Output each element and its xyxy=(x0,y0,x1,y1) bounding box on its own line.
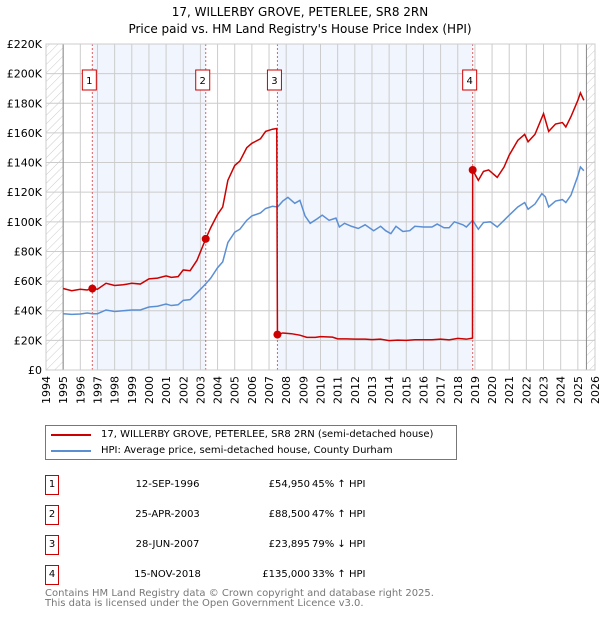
chart-title: 17, WILLERBY GROVE, PETERLEE, SR8 2RN xyxy=(172,5,429,19)
sale-number-label: 3 xyxy=(271,76,277,87)
sale-row: 4 15-NOV-2018 £135,000 33% ↑ HPI xyxy=(45,565,465,585)
legend: 17, WILLERBY GROVE, PETERLEE, SR8 2RN (s… xyxy=(45,425,457,460)
sale-number-label: 1 xyxy=(86,76,92,87)
footer: Contains HM Land Registry data © Crown c… xyxy=(45,589,434,609)
sale-row: 1 12-SEP-1996 £54,950 45% ↑ HPI xyxy=(45,475,465,495)
y-tick-label: £60K xyxy=(14,275,43,288)
x-tick-label: 2019 xyxy=(469,376,482,404)
legend-item-hpi: HPI: Average price, semi-detached house,… xyxy=(46,445,393,456)
chart-subtitle: Price paid vs. HM Land Registry's House … xyxy=(128,22,471,36)
hatched-no-data-region xyxy=(586,44,595,370)
legend-swatch-blue xyxy=(51,449,91,452)
x-tick-label: 1996 xyxy=(74,376,87,404)
x-tick-label: 2005 xyxy=(229,376,242,404)
x-tick-label: 2023 xyxy=(538,376,551,404)
sale-hpi-change: 45% ↑ HPI xyxy=(312,479,366,490)
hatched-no-data-region xyxy=(46,44,64,370)
y-tick-label: £160K xyxy=(7,127,43,140)
y-tick-label: £120K xyxy=(7,186,43,199)
x-tick-label: 2006 xyxy=(246,376,259,404)
x-tick-label: 2011 xyxy=(332,376,345,404)
plot-border xyxy=(45,43,596,371)
x-tick-label: 2007 xyxy=(263,376,276,404)
x-tick-label: 2009 xyxy=(297,376,310,404)
sale-date: 25-APR-2003 xyxy=(135,509,200,520)
sale-date: 15-NOV-2018 xyxy=(134,569,201,580)
property-series-line xyxy=(62,90,585,342)
sale-number-badge: 2 xyxy=(45,505,59,525)
legend-label: HPI: Average price, semi-detached house,… xyxy=(101,445,393,456)
footer-line: This data is licensed under the Open Gov… xyxy=(45,598,364,609)
sale-number-box xyxy=(266,69,282,91)
sale-row: 2 25-APR-2003 £88,500 47% ↑ HPI xyxy=(45,505,465,525)
sale-number-box xyxy=(195,69,211,91)
x-tick-label: 1997 xyxy=(91,376,104,404)
x-tick-label: 2008 xyxy=(280,376,293,404)
x-tick-label: 2002 xyxy=(177,376,190,404)
y-tick-label: £20K xyxy=(14,334,43,347)
sale-number-box xyxy=(81,69,97,91)
x-tick-label: 2024 xyxy=(555,376,568,404)
x-tick-label: 2018 xyxy=(452,376,465,404)
sale-hpi-change: 33% ↑ HPI xyxy=(312,569,366,580)
sale-number-box xyxy=(462,69,478,91)
y-tick-label: £0 xyxy=(28,364,42,377)
x-tick-label: 2025 xyxy=(572,376,585,404)
price-chart: 17, WILLERBY GROVE, PETERLEE, SR8 2RN Pr… xyxy=(7,5,600,404)
x-tick-label: 2001 xyxy=(160,376,173,404)
x-tick-label: 1995 xyxy=(57,376,70,404)
x-tick-label: 2017 xyxy=(435,376,448,404)
x-tick-label: 2015 xyxy=(400,376,413,404)
sale-point xyxy=(468,165,477,174)
x-tick-label: 2020 xyxy=(486,376,499,404)
sale-point xyxy=(201,234,210,243)
sale-price: £54,950 xyxy=(268,479,310,490)
sale-number-badge: 1 xyxy=(45,475,59,495)
x-tick-label: 2004 xyxy=(212,376,225,404)
legend-label: 17, WILLERBY GROVE, PETERLEE, SR8 2RN (s… xyxy=(101,429,434,440)
y-tick-label: £200K xyxy=(7,68,43,81)
y-tick-label: £180K xyxy=(7,97,43,110)
y-tick-label: £40K xyxy=(14,305,43,318)
sale-date: 28-JUN-2007 xyxy=(135,539,200,550)
sale-number-label: 2 xyxy=(200,76,206,87)
sale-hpi-change: 47% ↑ HPI xyxy=(312,509,366,520)
sale-hpi-change: 79% ↓ HPI xyxy=(312,539,366,550)
x-tick-label: 2022 xyxy=(520,376,533,404)
x-tick-label: 2026 xyxy=(589,376,600,404)
x-tick-label: 2013 xyxy=(366,376,379,404)
x-tick-label: 2014 xyxy=(383,376,396,404)
sale-number-badge: 3 xyxy=(45,535,59,555)
sale-price: £88,500 xyxy=(268,509,310,520)
sale-date: 12-SEP-1996 xyxy=(135,479,200,490)
sale-price: £23,895 xyxy=(268,539,310,550)
x-tick-label: 2003 xyxy=(194,376,207,404)
x-tick-label: 1994 xyxy=(40,376,53,404)
sale-number-badge: 4 xyxy=(45,565,59,585)
x-tick-label: 2000 xyxy=(143,376,156,404)
legend-item-property: 17, WILLERBY GROVE, PETERLEE, SR8 2RN (s… xyxy=(46,429,433,440)
sale-point xyxy=(88,284,97,293)
y-tick-label: £220K xyxy=(7,38,43,51)
x-tick-label: 1999 xyxy=(126,376,139,404)
y-tick-label: £100K xyxy=(7,216,43,229)
hpi-series-line xyxy=(63,165,585,316)
legend-swatch-red xyxy=(51,433,91,436)
x-tick-label: 2010 xyxy=(315,376,328,404)
x-tick-label: 1998 xyxy=(109,376,122,404)
x-tick-label: 2021 xyxy=(503,376,516,404)
x-tick-label: 2012 xyxy=(349,376,362,404)
footer-line: Contains HM Land Registry data © Crown c… xyxy=(45,588,434,599)
sale-point xyxy=(273,330,282,339)
shaded-ownership-period xyxy=(277,44,473,370)
sale-row: 3 28-JUN-2007 £23,895 79% ↓ HPI xyxy=(45,535,465,555)
sale-price: £135,000 xyxy=(262,569,310,580)
x-tick-label: 2016 xyxy=(417,376,430,404)
y-tick-label: £80K xyxy=(14,245,43,258)
y-tick-label: £140K xyxy=(7,157,43,170)
sale-number-label: 4 xyxy=(466,76,472,87)
